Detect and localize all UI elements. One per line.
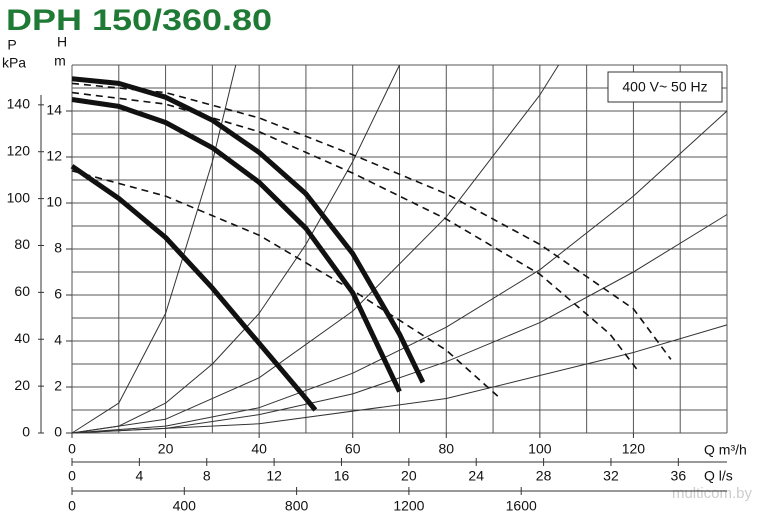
chart-title: DPH 150/360.80 xyxy=(6,4,272,37)
system-curve xyxy=(71,64,560,434)
y-tick-label: 8 xyxy=(54,240,62,256)
x3-tick-label: 400 xyxy=(173,498,197,514)
power-curve xyxy=(71,91,639,372)
pump-curve xyxy=(70,164,318,412)
x3-tick-label: 0 xyxy=(68,498,76,514)
x3-tick-label: 1600 xyxy=(506,498,537,514)
annotation: 400 V~ 50 Hz xyxy=(622,79,707,95)
y-tick-label: 10 xyxy=(46,194,62,210)
y-tick-label: 14 xyxy=(46,102,62,118)
system-curve xyxy=(71,214,728,434)
x2-tick-label: 32 xyxy=(603,468,619,484)
system-curve xyxy=(71,324,728,434)
y-tick-label: 12 xyxy=(46,148,62,164)
pump-curve xyxy=(71,97,402,393)
x2-tick-label: 20 xyxy=(401,468,417,484)
x-tick-label: 100 xyxy=(528,441,552,457)
x-tick-label: 0 xyxy=(68,441,76,457)
x2-tick-label: 0 xyxy=(68,468,76,484)
y-axis-symbol: H xyxy=(57,34,67,50)
y2-tick-label: 140 xyxy=(7,96,31,112)
system-curve xyxy=(71,64,400,434)
y2-axis-symbol: P xyxy=(7,37,16,53)
x2-tick-label: 12 xyxy=(266,468,282,484)
system-curve xyxy=(71,64,237,434)
y-axis-unit: m xyxy=(54,53,66,69)
system-curve xyxy=(71,110,728,434)
y2-tick-label: 80 xyxy=(14,236,30,252)
y2-axis-unit: kPa xyxy=(2,55,26,71)
x2-tick-label: 24 xyxy=(468,468,484,484)
y2-tick-label: 0 xyxy=(22,424,30,440)
y2-tick-label: 100 xyxy=(7,189,31,205)
y-tick-label: 6 xyxy=(54,286,62,302)
x2-axis-label: Q l/s xyxy=(704,468,733,484)
y2-tick-label: 60 xyxy=(14,283,30,299)
x-axis-label: Q m³/h xyxy=(704,442,747,458)
annotation-box xyxy=(607,71,723,103)
x-tick-label: 80 xyxy=(438,441,454,457)
watermark: multicom.by xyxy=(672,485,753,502)
x2-tick-label: 16 xyxy=(334,468,350,484)
y-tick-label: 0 xyxy=(54,424,62,440)
x-tick-label: 20 xyxy=(158,441,174,457)
x2-tick-label: 8 xyxy=(203,468,211,484)
x2-tick-label: 36 xyxy=(671,468,687,484)
power-curve xyxy=(71,82,672,360)
y-tick-label: 2 xyxy=(54,378,62,394)
x-tick-label: 60 xyxy=(345,441,361,457)
x2-tick-label: 4 xyxy=(135,468,143,484)
y-tick-label: 4 xyxy=(54,332,62,348)
x3-tick-label: 800 xyxy=(285,498,309,514)
power-curve xyxy=(71,170,499,397)
y2-tick-label: 20 xyxy=(14,377,30,393)
x-tick-label: 40 xyxy=(251,441,267,457)
x-tick-label: 120 xyxy=(622,441,646,457)
pump-curve xyxy=(71,76,426,384)
y2-tick-label: 120 xyxy=(7,142,31,158)
y2-tick-label: 40 xyxy=(14,330,30,346)
x2-tick-label: 28 xyxy=(536,468,552,484)
x3-tick-label: 1200 xyxy=(393,498,424,514)
